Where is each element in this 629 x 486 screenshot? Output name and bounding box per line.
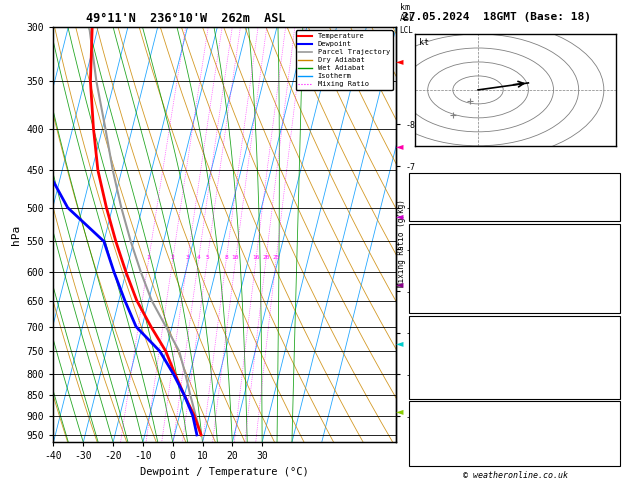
Text: CAPE (J): CAPE (J) bbox=[413, 372, 453, 382]
Text: 265°: 265° bbox=[596, 441, 616, 450]
Text: θₑ(K): θₑ(K) bbox=[413, 262, 438, 272]
Text: 49°11'N  236°10'W  262m  ASL: 49°11'N 236°10'W 262m ASL bbox=[86, 12, 286, 25]
Text: EH: EH bbox=[413, 414, 423, 423]
Text: 0: 0 bbox=[611, 302, 616, 312]
Text: 7.5: 7.5 bbox=[601, 249, 616, 258]
Text: 301: 301 bbox=[601, 262, 616, 272]
Text: 0: 0 bbox=[611, 289, 616, 298]
Text: ◄: ◄ bbox=[396, 141, 403, 151]
Text: 40: 40 bbox=[606, 192, 616, 201]
Text: 302: 302 bbox=[601, 343, 616, 352]
Text: K: K bbox=[413, 176, 418, 185]
Text: 1: 1 bbox=[147, 255, 150, 260]
Text: 25: 25 bbox=[272, 255, 280, 260]
Text: 24: 24 bbox=[606, 454, 616, 463]
Text: ◄: ◄ bbox=[396, 406, 403, 416]
Text: 5: 5 bbox=[205, 255, 209, 260]
Text: SREH: SREH bbox=[413, 427, 433, 436]
Text: Pressure (mb): Pressure (mb) bbox=[413, 329, 477, 338]
Text: Dewp (°C): Dewp (°C) bbox=[413, 249, 458, 258]
Text: 850: 850 bbox=[601, 329, 616, 338]
Text: Lifted Index: Lifted Index bbox=[413, 358, 472, 367]
Text: StmSpd (kt): StmSpd (kt) bbox=[413, 454, 467, 463]
Text: © weatheronline.co.uk: © weatheronline.co.uk bbox=[464, 471, 568, 480]
Text: CIN (J): CIN (J) bbox=[413, 302, 448, 312]
Text: Totals Totals: Totals Totals bbox=[413, 192, 477, 201]
Text: StmDir: StmDir bbox=[413, 441, 443, 450]
Text: 95: 95 bbox=[606, 427, 616, 436]
Text: 16: 16 bbox=[252, 255, 260, 260]
Text: 4: 4 bbox=[197, 255, 200, 260]
Text: 1.94: 1.94 bbox=[596, 208, 616, 218]
Text: 9: 9 bbox=[611, 358, 616, 367]
Text: km
ASL: km ASL bbox=[399, 3, 415, 22]
Text: ◄: ◄ bbox=[396, 56, 403, 66]
Text: 2: 2 bbox=[170, 255, 174, 260]
Text: 7: 7 bbox=[611, 387, 616, 396]
Text: 8.9: 8.9 bbox=[601, 236, 616, 245]
Text: 0: 0 bbox=[611, 372, 616, 382]
Text: Surface: Surface bbox=[496, 226, 533, 235]
Text: θₑ (K): θₑ (K) bbox=[413, 343, 443, 352]
Text: ◄: ◄ bbox=[396, 279, 403, 289]
X-axis label: Dewpoint / Temperature (°C): Dewpoint / Temperature (°C) bbox=[140, 467, 309, 477]
Y-axis label: hPa: hPa bbox=[11, 225, 21, 244]
Text: 15: 15 bbox=[606, 176, 616, 185]
Text: ◄: ◄ bbox=[396, 338, 403, 347]
Text: Lifted Index: Lifted Index bbox=[413, 276, 472, 285]
Text: Most Unstable: Most Unstable bbox=[479, 318, 549, 328]
Text: CIN (J): CIN (J) bbox=[413, 387, 448, 396]
Legend: Temperature, Dewpoint, Parcel Trajectory, Dry Adiabat, Wet Adiabat, Isotherm, Mi: Temperature, Dewpoint, Parcel Trajectory… bbox=[296, 30, 392, 90]
Text: CAPE (J): CAPE (J) bbox=[413, 289, 453, 298]
Text: 10: 10 bbox=[231, 255, 239, 260]
Text: ◄: ◄ bbox=[396, 211, 403, 221]
Text: kt: kt bbox=[419, 38, 429, 48]
Text: 57: 57 bbox=[606, 414, 616, 423]
Text: 3: 3 bbox=[186, 255, 189, 260]
Text: 27.05.2024  18GMT (Base: 18): 27.05.2024 18GMT (Base: 18) bbox=[403, 12, 591, 22]
Text: 20: 20 bbox=[262, 255, 270, 260]
Text: 8: 8 bbox=[225, 255, 228, 260]
Text: LCL: LCL bbox=[399, 26, 414, 35]
Text: PW (cm): PW (cm) bbox=[413, 208, 448, 218]
Text: Hodograph: Hodograph bbox=[490, 404, 538, 413]
Text: Temp (°C): Temp (°C) bbox=[413, 236, 458, 245]
Text: 10: 10 bbox=[606, 276, 616, 285]
Text: Mixing Ratio (g/kg): Mixing Ratio (g/kg) bbox=[397, 199, 406, 287]
